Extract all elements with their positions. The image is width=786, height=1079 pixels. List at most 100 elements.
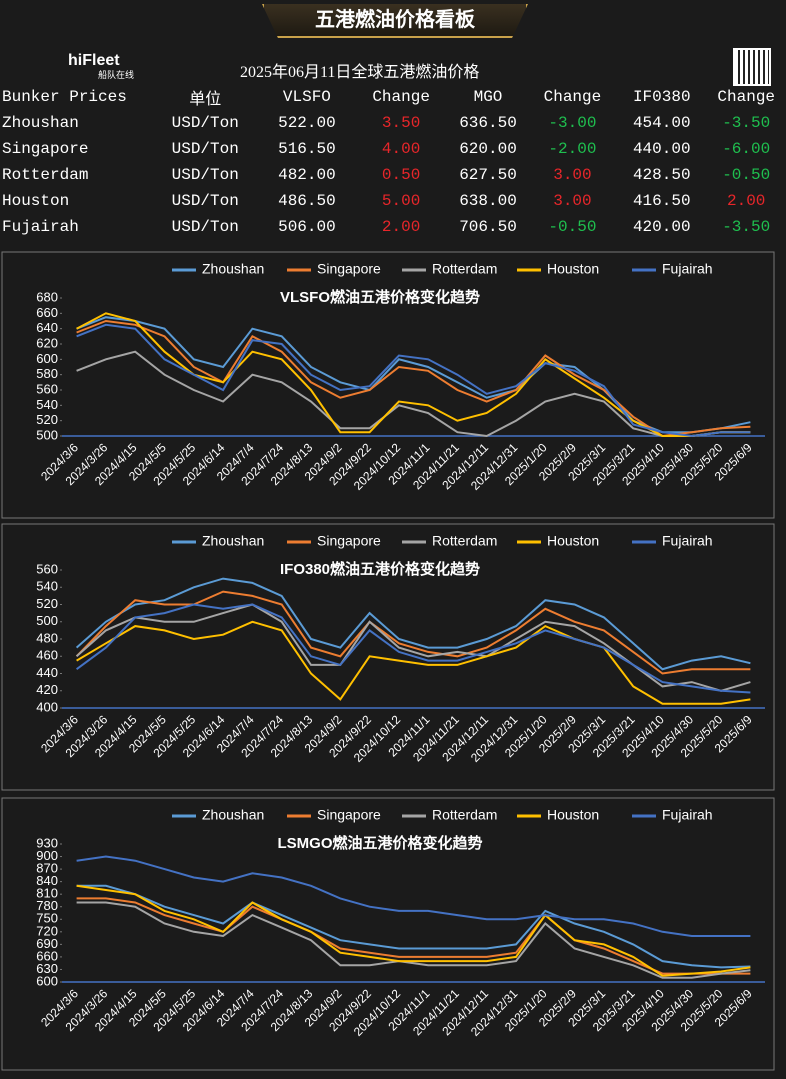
y-tick-label: 780: [36, 898, 58, 913]
cell: USD/Ton: [171, 166, 239, 184]
cell: 486.50: [278, 192, 336, 210]
series-line: [76, 901, 751, 979]
cell: 440.00: [632, 140, 691, 158]
y-tick-label: 520: [36, 412, 58, 427]
chart: Zhoushan Singapore Rotterdam Houston Fujaira…: [1, 251, 775, 519]
legend-label: Fujairah: [662, 807, 713, 823]
change-cell: 3.00: [553, 166, 592, 184]
y-tick-label: 600: [36, 351, 58, 366]
change-cell: 4.00: [381, 140, 421, 158]
series-line: [76, 620, 751, 705]
legend-label: Rotterdam: [432, 533, 497, 549]
y-tick-label: 840: [36, 873, 58, 888]
y-tick-label: 560: [36, 561, 58, 576]
chart-frame: [1, 797, 775, 1071]
cell: 627.50: [459, 166, 517, 184]
change-cell: 5.00: [381, 192, 421, 210]
column-header: Change: [372, 88, 430, 106]
cell: 706.50: [459, 218, 517, 236]
column-header: 单位: [189, 91, 222, 109]
banner-title: 五港燃油价格看板: [262, 4, 528, 38]
column-header: MGO: [473, 88, 503, 106]
chart-title: IFO380燃油五港价格变化趋势: [280, 560, 480, 578]
y-tick-label: 460: [36, 648, 58, 663]
column-header: Change: [543, 88, 602, 106]
series-line: [76, 855, 751, 937]
y-tick-label: 930: [36, 835, 58, 850]
brand: hiFleet: [68, 52, 120, 69]
cell: Houston: [2, 192, 70, 210]
legend-label: Houston: [547, 807, 599, 823]
cell: USD/Ton: [171, 140, 239, 158]
y-tick-label: 640: [36, 320, 58, 335]
y-tick-label: 630: [36, 961, 58, 976]
table-row: Fujairah USD/Ton 506.00 2.00 706.50 -0.50 420.…: [2, 214, 786, 240]
cell: USD/Ton: [171, 192, 239, 210]
change-cell: 2.00: [381, 218, 421, 236]
column-header: VLSFO: [282, 88, 331, 106]
series-line: [76, 319, 751, 438]
legend-label: Houston: [547, 261, 599, 277]
chart-title: VLSFO燃油五港价格变化趋势: [280, 288, 480, 306]
chart: Zhoushan Singapore Rotterdam Houston Fujaira…: [1, 797, 775, 1071]
series-line: [76, 884, 751, 969]
change-cell: 0.50: [381, 166, 421, 184]
cell: 428.50: [632, 166, 691, 184]
y-tick-label: 870: [36, 861, 58, 876]
legend-label: Zhoushan: [202, 533, 264, 549]
table-row: Singapore USD/Ton 516.50 4.00 620.00 -2.00 440…: [2, 136, 786, 162]
cell: 516.50: [278, 140, 336, 158]
legend-label: Zhoushan: [202, 807, 264, 823]
legend-label: Houston: [547, 533, 599, 549]
subtitle: 2025年06月11日全球五港燃油价格: [240, 64, 480, 81]
column-header: Change: [717, 88, 776, 106]
header-row: Bunker Prices 单位 VLSFO Change MGO Change IF038…: [2, 84, 786, 110]
change-cell: -2.00: [548, 140, 597, 158]
y-tick-label: 600: [36, 973, 58, 988]
y-tick-label: 720: [36, 923, 58, 938]
column-header: IF0380: [632, 88, 691, 106]
chart-title: LSMGO燃油五港价格变化趋势: [278, 834, 483, 852]
cell: 636.50: [459, 114, 517, 132]
change-cell: -0.50: [548, 218, 597, 236]
y-tick-label: 400: [36, 699, 58, 714]
cell: 416.50: [632, 192, 691, 210]
legend-label: Singapore: [317, 807, 381, 823]
change-cell: -3.50: [722, 218, 771, 236]
cell: 482.00: [278, 166, 336, 184]
table-row: Houston USD/Ton 486.50 5.00 638.00 3.00 416.50…: [2, 188, 786, 214]
table-row: Rotterdam USD/Ton 482.00 0.50 627.50 3.00 428.…: [2, 162, 786, 188]
legend-label: Singapore: [317, 533, 381, 549]
change-cell: -6.00: [722, 140, 771, 158]
change-cell: 3.50: [381, 114, 421, 132]
y-tick-label: 660: [36, 305, 58, 320]
series-line: [75, 590, 751, 675]
series-line: [76, 603, 751, 694]
y-tick-label: 900: [36, 848, 58, 863]
cell: 454.00: [632, 114, 691, 132]
chart: Zhoushan Singapore Rotterdam Houston Fujaira…: [1, 523, 775, 791]
cell: USD/Ton: [171, 218, 239, 236]
cell: USD/Ton: [171, 114, 239, 132]
cell: Zhoushan: [2, 114, 79, 132]
chart-frame: [1, 251, 775, 519]
series-line: [76, 312, 751, 437]
qr-code: [733, 48, 771, 86]
series-line: [76, 350, 751, 438]
table-row: Zhoushan USD/Ton 522.00 3.50 636.50 -3.00 454.…: [2, 110, 786, 136]
series-line: [76, 884, 751, 977]
legend-label: Zhoushan: [202, 261, 264, 277]
cell: 522.00: [278, 114, 336, 132]
cell: Fujairah: [2, 218, 79, 236]
legend-label: Fujairah: [662, 261, 713, 277]
y-tick-label: 480: [36, 630, 58, 645]
logo: hiFleet 船队在线: [68, 52, 134, 81]
change-cell: 3.00: [553, 192, 592, 210]
cell: Singapore: [2, 140, 89, 158]
change-cell: -3.00: [548, 114, 597, 132]
y-tick-label: 540: [36, 579, 58, 594]
y-tick-label: 540: [36, 397, 58, 412]
chart-frame: [1, 523, 775, 791]
legend-label: Singapore: [317, 261, 381, 277]
